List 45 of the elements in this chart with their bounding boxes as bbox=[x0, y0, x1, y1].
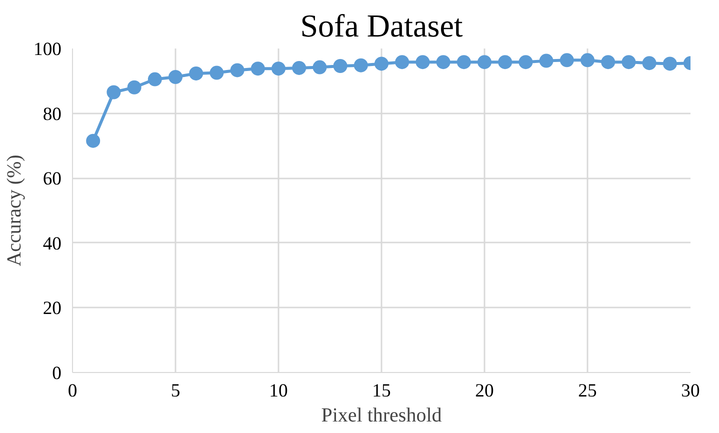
point bbox=[333, 59, 348, 73]
point bbox=[518, 55, 533, 70]
y-tick-label: 20 bbox=[42, 298, 62, 320]
point bbox=[86, 134, 100, 148]
point bbox=[168, 70, 182, 84]
point bbox=[478, 55, 492, 70]
point bbox=[642, 56, 656, 70]
point bbox=[354, 58, 368, 72]
point bbox=[622, 55, 636, 70]
y-tick-label: 60 bbox=[42, 168, 62, 190]
x-tick-label: 0 bbox=[68, 380, 78, 402]
y-axis-title: Accuracy (%) bbox=[4, 154, 26, 266]
point bbox=[127, 80, 142, 94]
point bbox=[250, 62, 265, 76]
x-tick-label: 25 bbox=[578, 380, 597, 402]
x-tick-label: 20 bbox=[475, 380, 494, 402]
point bbox=[662, 56, 677, 71]
x-axis-title: Pixel threshold bbox=[321, 404, 442, 426]
point bbox=[189, 66, 204, 80]
point bbox=[148, 72, 162, 86]
point bbox=[210, 66, 224, 80]
point bbox=[436, 55, 450, 70]
point bbox=[560, 53, 574, 68]
y-tick-label: 40 bbox=[42, 233, 62, 254]
point bbox=[580, 53, 594, 68]
x-tick-label: 10 bbox=[269, 380, 288, 402]
x-tick-label: 15 bbox=[372, 380, 391, 402]
point bbox=[601, 55, 616, 70]
point bbox=[395, 55, 410, 70]
point bbox=[539, 54, 554, 68]
x-tick-label: 30 bbox=[681, 380, 700, 402]
y-tick-label: 0 bbox=[52, 363, 62, 384]
y-tick-label: 100 bbox=[34, 39, 62, 60]
point bbox=[292, 60, 306, 75]
y-tick-label: 80 bbox=[42, 104, 62, 125]
point bbox=[416, 55, 430, 70]
point bbox=[106, 85, 121, 100]
point bbox=[456, 55, 471, 70]
chart-title: Sofa Dataset bbox=[300, 8, 463, 44]
x-tick-label: 5 bbox=[170, 380, 180, 402]
point bbox=[230, 63, 244, 78]
point bbox=[374, 56, 388, 71]
point bbox=[312, 60, 327, 74]
point bbox=[498, 55, 512, 70]
point bbox=[272, 62, 286, 76]
